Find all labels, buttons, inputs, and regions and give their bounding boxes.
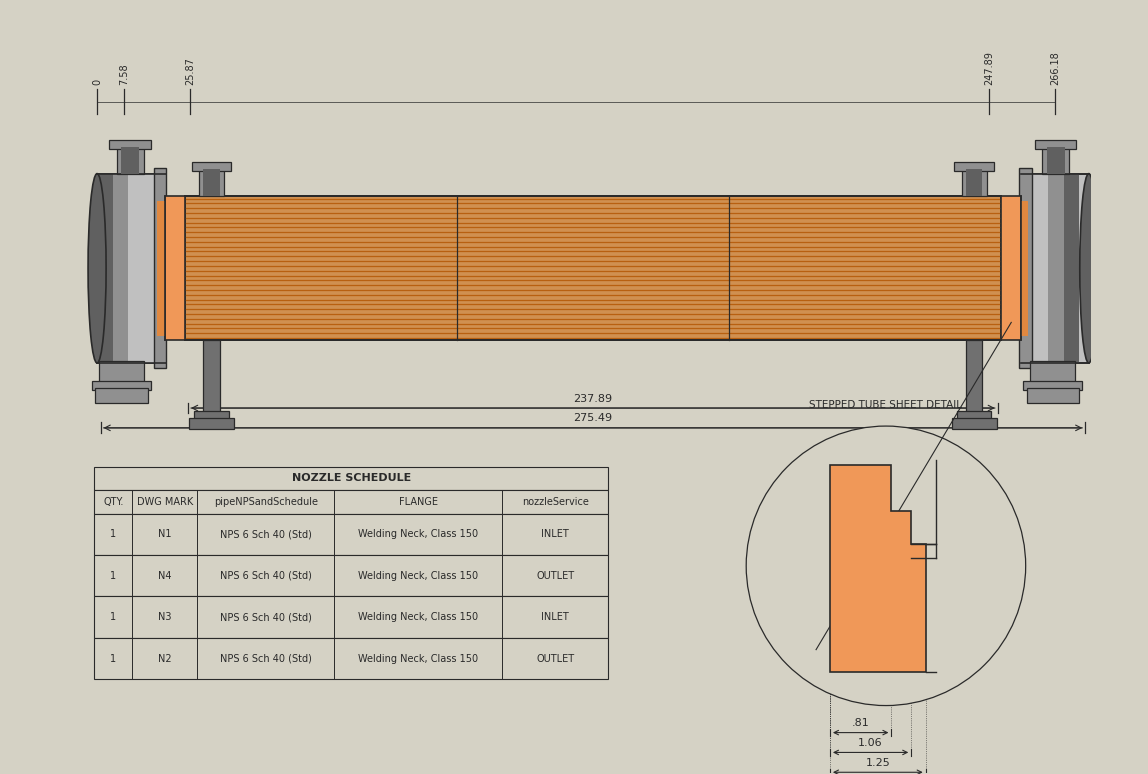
Text: NPS 6 Sch 40 (Std): NPS 6 Sch 40 (Std)	[219, 612, 311, 622]
Bar	[1019, 168, 1032, 368]
Bar	[94, 513, 608, 555]
Text: OUTLET: OUTLET	[536, 654, 574, 663]
Text: 247.89: 247.89	[985, 51, 994, 85]
Bar	[94, 555, 608, 597]
Text: 1.06: 1.06	[859, 738, 883, 748]
Text: 1: 1	[110, 529, 116, 539]
Bar	[1001, 196, 1022, 341]
Text: DWG MARK: DWG MARK	[137, 497, 193, 507]
Text: 275.49: 275.49	[573, 413, 613, 423]
Bar	[1030, 361, 1076, 390]
Polygon shape	[830, 465, 925, 672]
Text: 7.58: 7.58	[119, 63, 130, 85]
Bar	[1022, 173, 1088, 363]
Bar	[94, 597, 608, 638]
Bar	[189, 418, 234, 429]
Text: N3: N3	[980, 0, 998, 2]
Text: 237.89: 237.89	[573, 393, 613, 403]
Text: INLET: INLET	[541, 529, 569, 539]
Bar	[98, 173, 164, 363]
Bar	[164, 196, 185, 341]
Bar	[98, 173, 114, 363]
Bar	[127, 173, 155, 363]
Bar	[962, 170, 987, 196]
Text: OUTLET: OUTLET	[536, 570, 574, 580]
Text: STEPPED TUBE SHEET DETAIL: STEPPED TUBE SHEET DETAIL	[809, 400, 962, 410]
Text: 0: 0	[92, 79, 102, 85]
Bar	[199, 170, 224, 196]
Text: pipeNPSandSchedule: pipeNPSandSchedule	[214, 497, 318, 507]
Bar	[94, 467, 608, 490]
Text: NPS 6 Sch 40 (Std): NPS 6 Sch 40 (Std)	[219, 654, 311, 663]
Text: QTY.: QTY.	[103, 497, 124, 507]
Bar	[1048, 173, 1064, 363]
Bar	[1047, 146, 1064, 173]
Bar	[95, 389, 148, 402]
Bar	[1042, 146, 1069, 173]
Bar	[117, 146, 144, 173]
Bar	[1022, 173, 1048, 363]
Bar	[1023, 381, 1083, 390]
Bar	[94, 490, 608, 513]
Bar	[954, 163, 994, 171]
Text: 1.25: 1.25	[866, 758, 890, 768]
Text: 1: 1	[110, 612, 116, 622]
Text: nozzleService: nozzleService	[521, 497, 589, 507]
Bar	[92, 381, 152, 390]
Circle shape	[746, 426, 1025, 706]
Text: 25.87: 25.87	[185, 57, 195, 85]
Bar	[1064, 173, 1079, 363]
Text: N2: N2	[158, 654, 171, 663]
Text: FLANGE: FLANGE	[398, 497, 437, 507]
Text: N4: N4	[158, 570, 171, 580]
Text: .81: .81	[852, 718, 869, 728]
Bar	[114, 173, 127, 363]
Bar	[952, 418, 996, 429]
Text: Welding Neck, Class 150: Welding Neck, Class 150	[358, 529, 478, 539]
Bar	[94, 638, 608, 680]
Bar	[154, 168, 166, 368]
Text: 1: 1	[110, 654, 116, 663]
Ellipse shape	[1080, 173, 1097, 363]
Bar	[1034, 140, 1077, 149]
Bar	[203, 170, 219, 196]
Bar	[109, 140, 150, 149]
Text: N3: N3	[158, 612, 171, 622]
Bar	[1026, 389, 1079, 402]
Bar	[99, 361, 144, 390]
Text: NPS 6 Sch 40 (Std): NPS 6 Sch 40 (Std)	[219, 570, 311, 580]
Bar	[185, 196, 1001, 341]
Text: NPS 6 Sch 40 (Std): NPS 6 Sch 40 (Std)	[219, 529, 311, 539]
Bar	[203, 341, 219, 413]
Bar	[1022, 200, 1029, 336]
Text: Welding Neck, Class 150: Welding Neck, Class 150	[358, 654, 478, 663]
Bar	[122, 146, 139, 173]
Text: N2: N2	[181, 0, 199, 2]
Bar	[957, 411, 992, 420]
Ellipse shape	[88, 173, 106, 363]
Bar	[967, 170, 983, 196]
Text: INLET: INLET	[541, 612, 569, 622]
Text: 266.18: 266.18	[1050, 52, 1061, 85]
Bar	[192, 163, 232, 171]
Text: Welding Neck, Class 150: Welding Neck, Class 150	[358, 570, 478, 580]
Text: N1: N1	[158, 529, 171, 539]
Text: 1: 1	[110, 570, 116, 580]
Text: Welding Neck, Class 150: Welding Neck, Class 150	[358, 612, 478, 622]
Text: NOZZLE SCHEDULE: NOZZLE SCHEDULE	[292, 474, 411, 484]
Bar	[967, 341, 983, 413]
Bar	[157, 200, 164, 336]
Text: N4: N4	[1047, 0, 1064, 2]
Text: N1: N1	[116, 0, 133, 2]
Bar	[194, 411, 228, 420]
